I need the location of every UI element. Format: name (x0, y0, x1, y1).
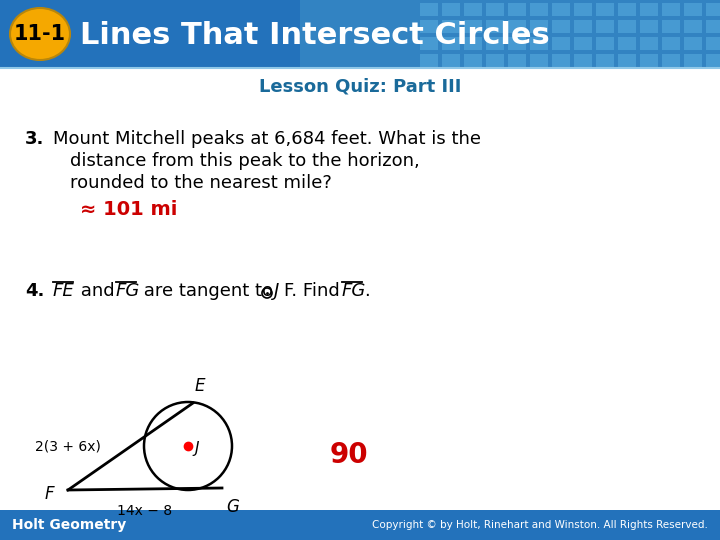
Bar (0, 510, 720, 540)
Bar (684, 37, 702, 50)
Bar (552, 3, 570, 16)
Bar (596, 37, 614, 50)
Text: J: J (194, 441, 199, 456)
Bar (618, 20, 636, 33)
Text: 11-1: 11-1 (14, 24, 66, 44)
Text: rounded to the nearest mile?: rounded to the nearest mile? (70, 174, 332, 192)
Text: F: F (45, 485, 54, 503)
Bar (640, 20, 658, 33)
Text: Mount Mitchell peaks at 6,684 feet. What is the: Mount Mitchell peaks at 6,684 feet. What… (53, 130, 481, 148)
Bar (662, 37, 680, 50)
Bar (618, 37, 636, 50)
Bar (530, 20, 548, 33)
Bar (464, 37, 482, 50)
Text: G: G (226, 498, 239, 516)
Bar (574, 3, 592, 16)
Bar (508, 3, 526, 16)
Bar (508, 20, 526, 33)
Text: 2(3 + 6x): 2(3 + 6x) (35, 440, 101, 454)
Text: FE: FE (53, 282, 75, 300)
Bar (464, 3, 482, 16)
Bar (464, 54, 482, 67)
Text: and: and (75, 282, 120, 300)
Bar (640, 3, 658, 16)
Bar (420, 37, 438, 50)
Bar (0, 0, 720, 68)
Bar (508, 54, 526, 67)
Bar (662, 3, 680, 16)
Bar (684, 54, 702, 67)
Bar (300, 0, 720, 68)
Bar (420, 3, 438, 16)
Bar (596, 20, 614, 33)
Bar (552, 20, 570, 33)
Bar (640, 54, 658, 67)
Bar (552, 54, 570, 67)
Bar (640, 37, 658, 50)
Bar (574, 54, 592, 67)
Bar (618, 54, 636, 67)
Bar (574, 37, 592, 50)
Bar (486, 37, 504, 50)
Bar (420, 54, 438, 67)
Bar (530, 37, 548, 50)
Bar (596, 54, 614, 67)
Text: E: E (195, 377, 205, 395)
Bar (486, 54, 504, 67)
Bar (442, 54, 460, 67)
Bar (662, 20, 680, 33)
Bar (530, 54, 548, 67)
Bar (706, 20, 720, 33)
Text: 3.: 3. (25, 130, 45, 148)
Text: FG: FG (342, 282, 366, 300)
Text: Lines That Intersect Circles: Lines That Intersect Circles (80, 21, 550, 50)
Bar (706, 37, 720, 50)
Bar (618, 3, 636, 16)
Bar (596, 3, 614, 16)
Text: 14x − 8: 14x − 8 (117, 504, 173, 518)
Bar (420, 20, 438, 33)
Bar (508, 37, 526, 50)
Text: Copyright © by Holt, Rinehart and Winston. All Rights Reserved.: Copyright © by Holt, Rinehart and Winsto… (372, 520, 708, 530)
Bar (706, 54, 720, 67)
Text: ≈ 101 mi: ≈ 101 mi (80, 200, 177, 219)
Bar (684, 3, 702, 16)
Text: F. Find: F. Find (284, 282, 346, 300)
Text: 90: 90 (330, 441, 369, 469)
Bar (442, 20, 460, 33)
Bar (442, 37, 460, 50)
Bar (706, 3, 720, 16)
Bar (552, 37, 570, 50)
Ellipse shape (10, 8, 70, 60)
Text: Holt Geometry: Holt Geometry (12, 518, 126, 532)
Text: FG: FG (116, 282, 140, 300)
Bar (574, 20, 592, 33)
Text: are tangent to: are tangent to (138, 282, 279, 300)
Bar (464, 20, 482, 33)
Bar (442, 3, 460, 16)
Bar (662, 54, 680, 67)
Text: J: J (274, 282, 279, 300)
Text: .: . (364, 282, 370, 300)
Bar (684, 20, 702, 33)
Bar (530, 3, 548, 16)
Text: 4.: 4. (25, 282, 45, 300)
Text: Lesson Quiz: Part III: Lesson Quiz: Part III (258, 77, 462, 95)
Bar (486, 3, 504, 16)
Text: distance from this peak to the horizon,: distance from this peak to the horizon, (70, 152, 420, 170)
Bar (486, 20, 504, 33)
